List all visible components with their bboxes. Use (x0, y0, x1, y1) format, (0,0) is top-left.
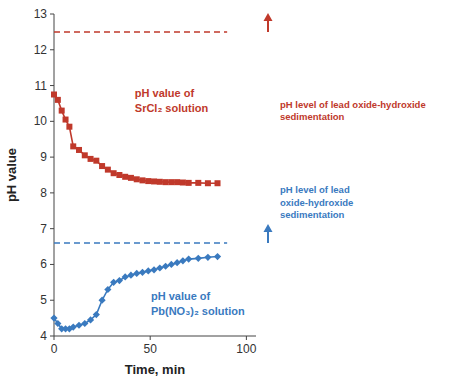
point (93, 311, 100, 318)
y-tick-label: 9 (40, 150, 47, 164)
y-tick (50, 157, 54, 158)
point (54, 320, 61, 327)
y-tick (50, 85, 54, 86)
point (145, 178, 151, 184)
point (51, 92, 57, 98)
annotation: pH value ofSrCl₂ solution (135, 87, 209, 114)
x-axis-label: Time, min (125, 362, 186, 377)
point (75, 322, 82, 329)
y-tick (50, 14, 54, 15)
side-annotation: pH level of lead oxide-hydroxidesediment… (280, 99, 426, 123)
y-axis-label: pH value (4, 148, 19, 202)
point (215, 180, 221, 186)
point (63, 117, 69, 123)
y-tick (50, 121, 54, 122)
point (116, 277, 123, 284)
point (174, 179, 180, 185)
y-tick-label: 11 (35, 79, 48, 93)
series-line (54, 95, 218, 184)
point (81, 320, 88, 327)
point (205, 180, 211, 186)
x-axis-line (54, 336, 256, 337)
point (150, 266, 157, 273)
point (128, 175, 134, 181)
point (204, 254, 211, 261)
point (157, 179, 163, 185)
point (122, 273, 129, 280)
y-tick (50, 300, 54, 301)
point (87, 316, 94, 323)
point (168, 261, 175, 268)
point (195, 255, 202, 262)
point (179, 257, 186, 264)
reference-line (54, 31, 227, 33)
y-tick-label: 4 (40, 329, 47, 343)
point (110, 279, 117, 286)
point (98, 297, 105, 304)
series-line (54, 257, 218, 329)
point (151, 178, 157, 184)
x-tick (246, 336, 247, 340)
point (122, 174, 128, 180)
point (70, 323, 77, 330)
point (66, 124, 72, 130)
point (180, 180, 186, 186)
point (88, 156, 94, 162)
point (163, 179, 169, 185)
point (104, 286, 111, 293)
point (133, 270, 140, 277)
y-tick-label: 6 (40, 257, 47, 271)
point (76, 147, 82, 153)
y-tick (50, 49, 54, 50)
y-tick (50, 336, 54, 337)
point (116, 172, 122, 178)
annotation: pH value ofPb(NO₃)₂ solution (151, 290, 245, 317)
x-tick-label: 50 (144, 342, 158, 356)
point (50, 315, 57, 322)
point (185, 255, 192, 262)
point (127, 272, 134, 279)
point (214, 253, 221, 260)
point (195, 180, 201, 186)
point (162, 263, 169, 270)
y-tick-label: 7 (40, 222, 47, 236)
y-tick (50, 192, 54, 193)
point (145, 267, 152, 274)
y-tick-label: 5 (40, 293, 47, 307)
point (59, 108, 65, 114)
point (139, 269, 146, 276)
point (99, 163, 105, 169)
x-tick-label: 100 (236, 342, 256, 356)
x-tick (54, 336, 55, 340)
y-tick-label: 10 (34, 114, 48, 128)
point (139, 177, 145, 183)
y-tick-label: 12 (34, 43, 48, 57)
y-tick (50, 228, 54, 229)
point (82, 152, 88, 158)
y-tick-label: 8 (40, 186, 47, 200)
y-tick-label: 13 (34, 7, 48, 21)
arrow (264, 13, 273, 32)
x-tick (150, 336, 151, 340)
point (111, 170, 117, 176)
x-tick-label: 0 (51, 342, 58, 356)
point (93, 158, 99, 164)
point (168, 179, 174, 185)
point (55, 97, 61, 103)
y-tick (50, 264, 54, 265)
point (134, 176, 140, 182)
point (156, 264, 163, 271)
side-annotation: pH level of leadoxide-hydroxidesedimenta… (280, 184, 353, 220)
reference-line (54, 242, 227, 244)
point (174, 259, 181, 266)
point (105, 167, 111, 173)
y-axis-line (54, 14, 55, 336)
arrow (264, 224, 273, 243)
point (70, 143, 76, 149)
point (186, 180, 192, 186)
plot-area (50, 32, 227, 333)
